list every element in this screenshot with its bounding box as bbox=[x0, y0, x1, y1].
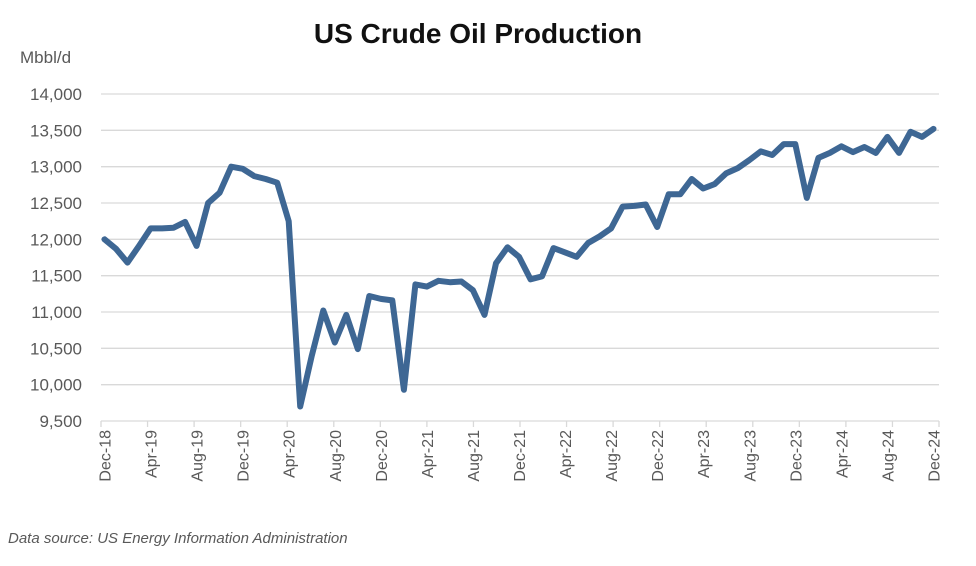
x-tick-label: Apr-24 bbox=[834, 430, 851, 478]
y-tick-label: 11,000 bbox=[31, 303, 82, 322]
x-tick-label: Aug-19 bbox=[190, 430, 207, 482]
x-tick-label: Dec-18 bbox=[98, 430, 115, 482]
x-tick-label: Aug-21 bbox=[466, 430, 483, 482]
y-tick-label: 13,000 bbox=[30, 158, 82, 177]
y-tick-label: 14,000 bbox=[30, 85, 82, 104]
data-source-note: Data source: US Energy Information Admin… bbox=[8, 530, 348, 547]
x-tick-label: Dec-19 bbox=[236, 430, 253, 482]
x-tick-label: Dec-21 bbox=[512, 430, 529, 482]
y-axis-label: Mbbl/d bbox=[20, 48, 72, 67]
x-tick-label: Aug-23 bbox=[742, 430, 759, 482]
production-series-line bbox=[101, 125, 937, 410]
y-tick-label: 10,000 bbox=[30, 376, 82, 395]
y-tick-label: 13,500 bbox=[30, 121, 82, 140]
x-tick-label: Aug-20 bbox=[328, 430, 345, 482]
x-tick-label: Dec-24 bbox=[927, 430, 944, 482]
x-tick-label: Dec-22 bbox=[650, 430, 667, 482]
x-tick-label: Aug-22 bbox=[604, 430, 621, 482]
x-tick-label: Apr-19 bbox=[144, 430, 161, 478]
x-tick-label: Aug-24 bbox=[880, 430, 897, 482]
y-tick-label: 11,500 bbox=[31, 267, 82, 286]
x-tick-label: Apr-22 bbox=[558, 430, 575, 478]
x-tick-label: Dec-20 bbox=[374, 430, 391, 482]
chart-title: US Crude Oil Production bbox=[313, 18, 643, 49]
y-tick-label: 12,000 bbox=[30, 230, 82, 249]
x-tick-label: Dec-23 bbox=[788, 430, 805, 482]
y-tick-label: 12,500 bbox=[30, 194, 82, 213]
x-tick-label: Apr-23 bbox=[696, 430, 713, 478]
x-tick-label: Apr-21 bbox=[420, 430, 437, 478]
x-tick-label: Apr-20 bbox=[282, 430, 299, 478]
y-tick-label: 10,500 bbox=[30, 339, 82, 358]
y-tick-label: 9,500 bbox=[39, 412, 82, 431]
